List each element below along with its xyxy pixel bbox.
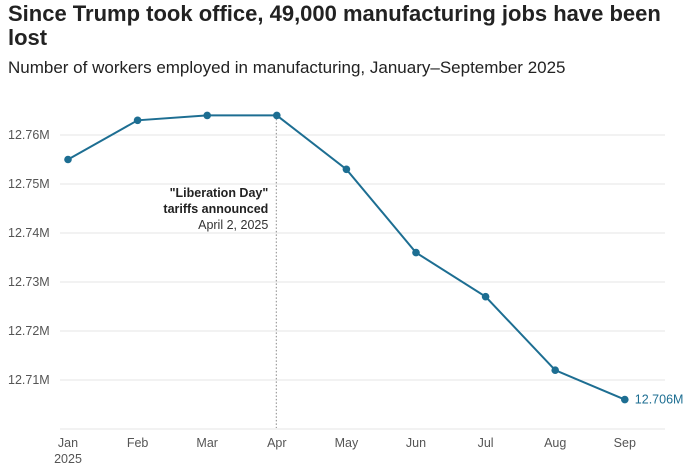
y-tick-label: 12.76M bbox=[8, 128, 50, 142]
x-tick-label: Mar bbox=[196, 436, 218, 450]
chart-subtitle: Number of workers employed in manufactur… bbox=[8, 58, 566, 77]
series-line bbox=[67, 114, 626, 401]
data-point bbox=[621, 395, 629, 404]
chart-title: Since Trump took office, 49,000 manufact… bbox=[8, 1, 661, 50]
annotation-line3: April 2, 2025 bbox=[198, 218, 268, 232]
x-tick-label: Jun bbox=[406, 436, 426, 450]
data-point bbox=[342, 165, 351, 174]
y-tick-label: 12.72M bbox=[8, 324, 50, 338]
y-tick-label: 12.74M bbox=[8, 226, 50, 240]
x-tick-label: May bbox=[335, 436, 359, 450]
x-tick-label: Feb bbox=[127, 436, 149, 450]
x-tick-label: Apr bbox=[267, 436, 286, 450]
data-point bbox=[203, 111, 211, 120]
x-tick-label: Jan bbox=[58, 436, 78, 450]
y-tick-label: 12.73M bbox=[8, 275, 50, 289]
y-tick-label: 12.75M bbox=[8, 177, 50, 191]
annotation-line2: tariffs announced bbox=[163, 202, 268, 216]
x-tick-label: Sep bbox=[614, 436, 636, 450]
data-point bbox=[551, 366, 559, 375]
x-tick-label: Jul bbox=[478, 436, 494, 450]
data-point bbox=[273, 111, 281, 120]
end-value-label: 12.706M bbox=[635, 393, 684, 407]
data-point bbox=[133, 116, 142, 125]
data-point bbox=[481, 292, 490, 301]
x-year-label: 2025 bbox=[54, 452, 82, 466]
data-point bbox=[412, 248, 420, 257]
data-point bbox=[64, 155, 72, 164]
x-tick-label: Aug bbox=[544, 436, 566, 450]
annotation-line1: "Liberation Day" bbox=[170, 186, 269, 200]
y-tick-label: 12.71M bbox=[8, 373, 50, 387]
